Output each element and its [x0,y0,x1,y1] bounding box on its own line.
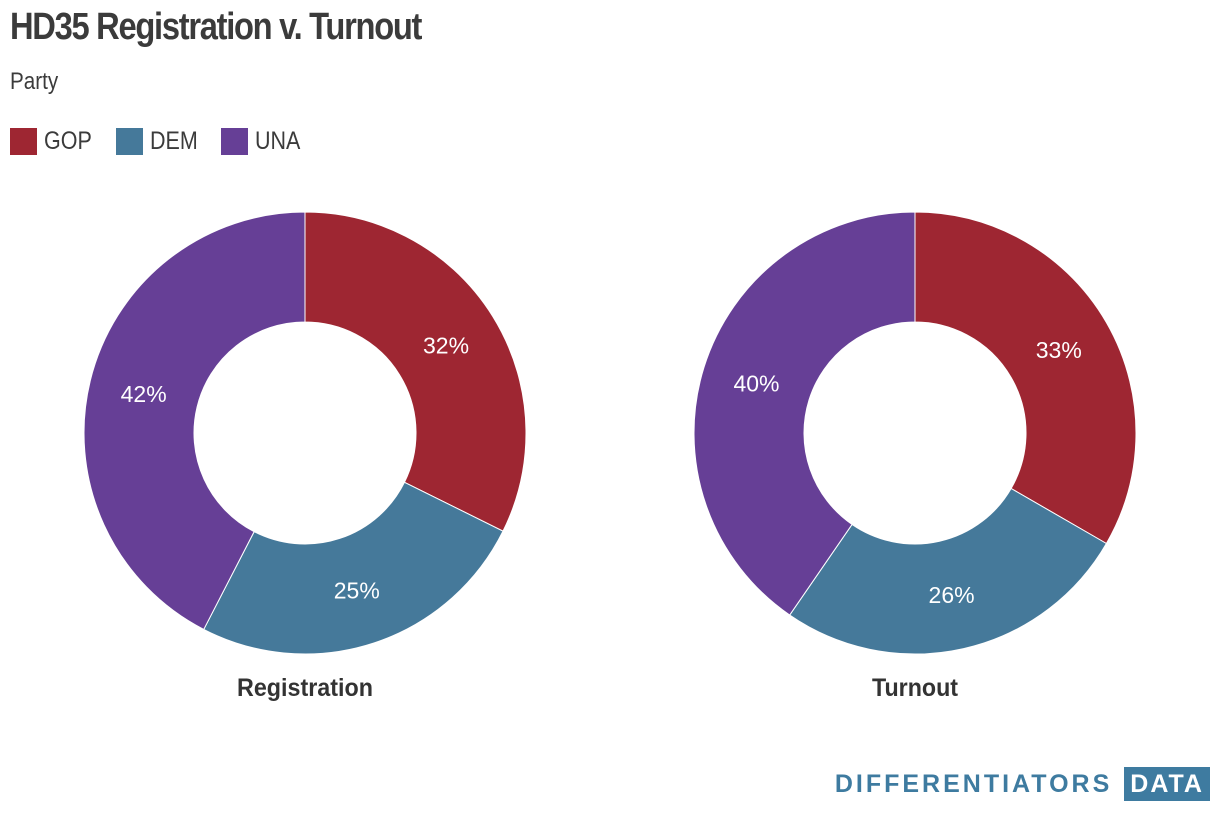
logo-wordmark: DIFFERENTIATORS [834,769,1113,798]
slice-label-gop-registration: 32% [423,332,469,358]
slice-label-una-turnout: 40% [733,371,779,397]
slice-dem-registration[interactable] [203,481,504,655]
legend-item-una[interactable]: UNA [221,127,302,156]
legend-label-gop: GOP [44,126,92,155]
donut-title-registration: Registration [237,674,373,702]
legend: GOP DEM UNA [10,125,324,157]
slice-label-dem-turnout: 26% [929,582,975,608]
donut-registration: 32% 25% 42% Registration [83,211,527,702]
slice-label-gop-turnout: 33% [1036,337,1082,363]
slice-dem-turnout[interactable] [788,487,1108,655]
slice-gop-registration[interactable] [304,211,527,532]
legend-swatch-una [221,127,249,155]
donut-turnout: 33% 26% 40% Turnout [693,211,1137,702]
slice-una-turnout[interactable] [693,211,916,616]
logo-badge: DATA [1124,767,1210,801]
legend-swatch-dem [115,127,143,155]
legend-label-una: UNA [255,126,301,155]
legend-swatch-gop [10,127,37,155]
slice-una-registration[interactable] [83,211,306,631]
slice-label-dem-registration: 25% [334,578,380,604]
legend-item-gop[interactable]: GOP [10,127,94,156]
legend-item-dem[interactable]: DEM [115,126,200,156]
chart-subtitle: Party [10,68,59,95]
donut-title-turnout: Turnout [872,674,959,702]
slice-label-una-registration: 42% [121,381,167,407]
slice-gop-turnout[interactable] [914,211,1137,545]
chart-title: HD35 Registration v. Turnout [10,6,422,48]
brand-logo: DIFFERENTIATORS DATA [835,766,1210,802]
legend-label-dem: DEM [149,126,198,155]
